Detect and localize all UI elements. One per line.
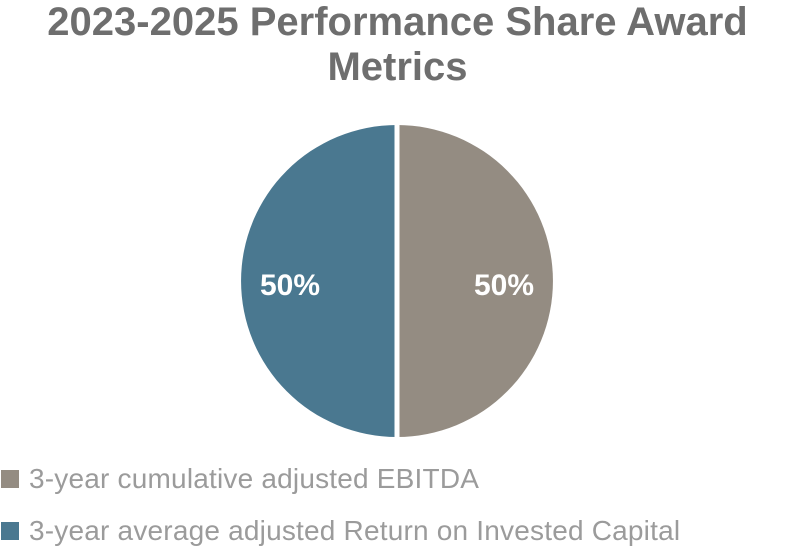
data-label-ebitda: 50%: [474, 269, 534, 302]
legend-item-roic: 3-year average adjusted Return on Invest…: [1, 515, 795, 546]
legend-label-ebitda: 3-year cumulative adjusted EBITDA: [29, 463, 480, 494]
legend-swatch-ebitda: [1, 470, 19, 488]
chart-title-line2: Metrics: [327, 45, 468, 89]
pie-chart: 50% 50%: [241, 121, 553, 441]
chart-title: 2023-2025 Performance Share Award Metric…: [0, 0, 795, 90]
pie-slice-ebitda: [397, 125, 553, 437]
legend-swatch-roic: [1, 522, 19, 540]
legend-item-ebitda: 3-year cumulative adjusted EBITDA: [1, 463, 795, 494]
pie-slice-roic: [241, 125, 397, 437]
legend: 3-year cumulative adjusted EBITDA 3-year…: [1, 463, 795, 551]
chart-title-line1: 2023-2025 Performance Share Award: [47, 0, 748, 44]
legend-label-roic: 3-year average adjusted Return on Invest…: [29, 515, 681, 546]
data-label-roic: 50%: [260, 269, 320, 302]
